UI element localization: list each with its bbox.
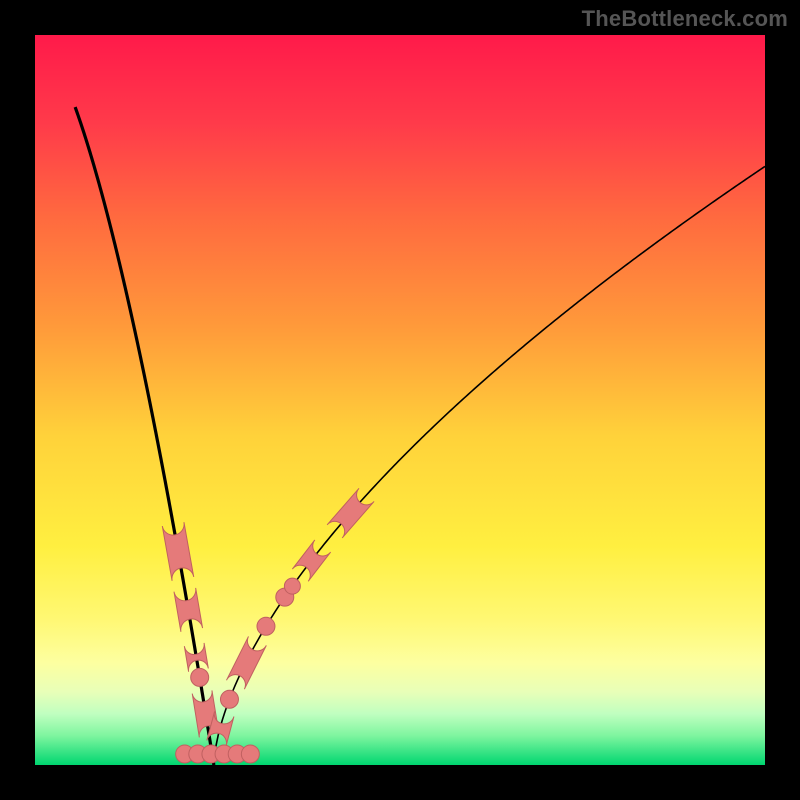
gradient-background	[35, 35, 765, 765]
watermark-text: TheBottleneck.com	[582, 6, 788, 32]
chart-svg	[35, 35, 765, 765]
plot-area	[35, 35, 765, 765]
marker-dot	[284, 578, 300, 594]
marker-dot	[257, 617, 275, 635]
marker-dot	[241, 745, 259, 763]
marker-dot	[220, 690, 238, 708]
marker-dot	[191, 668, 209, 686]
chart-container: TheBottleneck.com	[0, 0, 800, 800]
